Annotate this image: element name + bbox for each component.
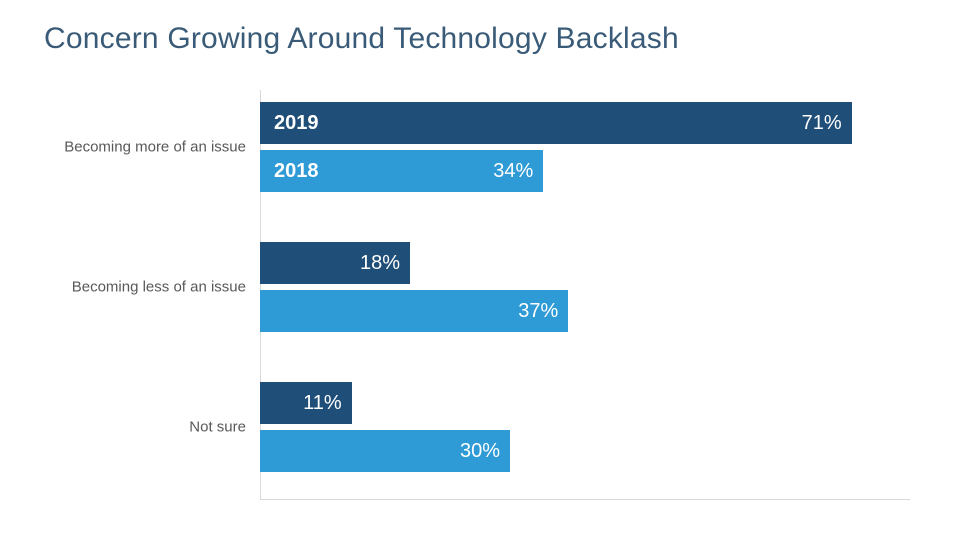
bar-group: Becoming less of an issue18%37% [260,242,910,332]
bar-chart: Becoming more of an issue201971%201834%B… [260,90,910,500]
bar: 2018 34% [260,150,543,192]
bar: 30% [260,430,510,472]
bar: 11% [260,382,352,424]
series-label: 2019 [274,112,319,135]
bar-value: 11% [303,392,342,415]
category-label: Becoming less of an issue [72,279,246,296]
bar-value: 34% [493,160,533,183]
bar: 37% [260,290,568,332]
bar-value: 30% [460,440,500,463]
x-axis [260,499,910,500]
bar-value: 18% [360,252,400,275]
bar-value: 71% [802,112,842,135]
bar-group: Becoming more of an issue201971%201834% [260,102,910,192]
bar: 2019 71% [260,102,852,144]
chart-title: Concern Growing Around Technology Backla… [44,22,679,56]
bar-group: Not sure11%30% [260,382,910,472]
bar-value: 37% [518,300,558,323]
series-label: 2018 [274,160,319,183]
category-label: Not sure [189,419,246,436]
slide: { "title": "Concern Growing Around Techn… [0,0,960,540]
bar: 18% [260,242,410,284]
category-label: Becoming more of an issue [64,139,246,156]
